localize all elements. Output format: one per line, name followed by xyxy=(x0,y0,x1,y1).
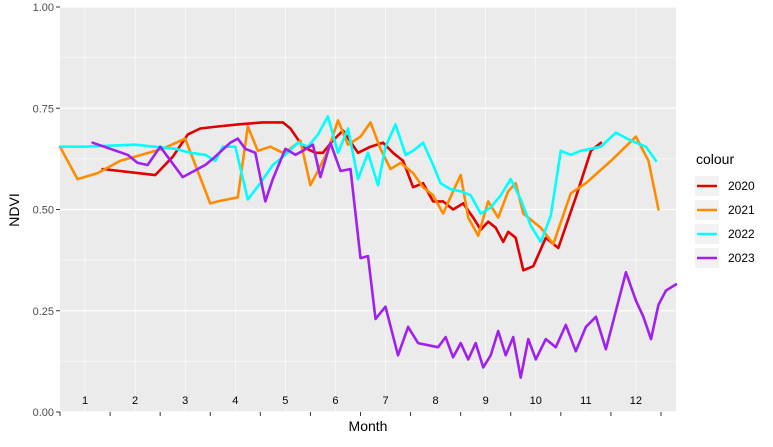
x-axis-title: Month xyxy=(349,418,388,434)
x-axis-ticks xyxy=(59,412,662,416)
month-label: 4 xyxy=(232,395,238,407)
month-label: 11 xyxy=(580,395,591,407)
y-axis-title: NDVI xyxy=(6,193,22,226)
y-tick-label: 0.00 xyxy=(33,407,54,419)
y-tick-label: 0.75 xyxy=(33,103,54,115)
month-label: 12 xyxy=(630,395,642,407)
y-axis: 0.00 0.25 0.50 0.75 1.00 xyxy=(33,2,60,419)
month-label: 5 xyxy=(282,395,288,407)
legend-label-2020: 2020 xyxy=(728,179,755,193)
grid-major xyxy=(60,6,676,413)
legend: colour 2020 2021 2022 2023 xyxy=(688,145,768,275)
series-line-2022 xyxy=(58,115,658,244)
month-labels: 1 2 3 4 5 6 7 8 9 10 11 12 xyxy=(82,395,642,407)
legend-label-2022: 2022 xyxy=(728,227,755,241)
month-label: 6 xyxy=(332,395,338,407)
month-label: 10 xyxy=(530,395,542,407)
series-line-2020 xyxy=(101,121,603,272)
month-label: 1 xyxy=(82,395,88,407)
month-label: 3 xyxy=(182,395,188,407)
legend-label-2023: 2023 xyxy=(728,251,755,265)
series-line-2023 xyxy=(91,137,678,379)
month-label: 8 xyxy=(433,395,439,407)
y-tick-label: 0.25 xyxy=(33,306,54,318)
month-label: 2 xyxy=(132,395,138,407)
y-tick-label: 0.50 xyxy=(33,205,54,217)
series-line-2021 xyxy=(58,119,660,246)
month-label: 9 xyxy=(483,395,489,407)
legend-label-2021: 2021 xyxy=(728,203,755,217)
y-tick-label: 1.00 xyxy=(33,2,54,14)
legend-items: 2020 2021 2022 2023 xyxy=(695,176,755,268)
series-lines xyxy=(58,115,678,379)
month-label: 7 xyxy=(382,395,388,407)
legend-title: colour xyxy=(696,151,734,167)
